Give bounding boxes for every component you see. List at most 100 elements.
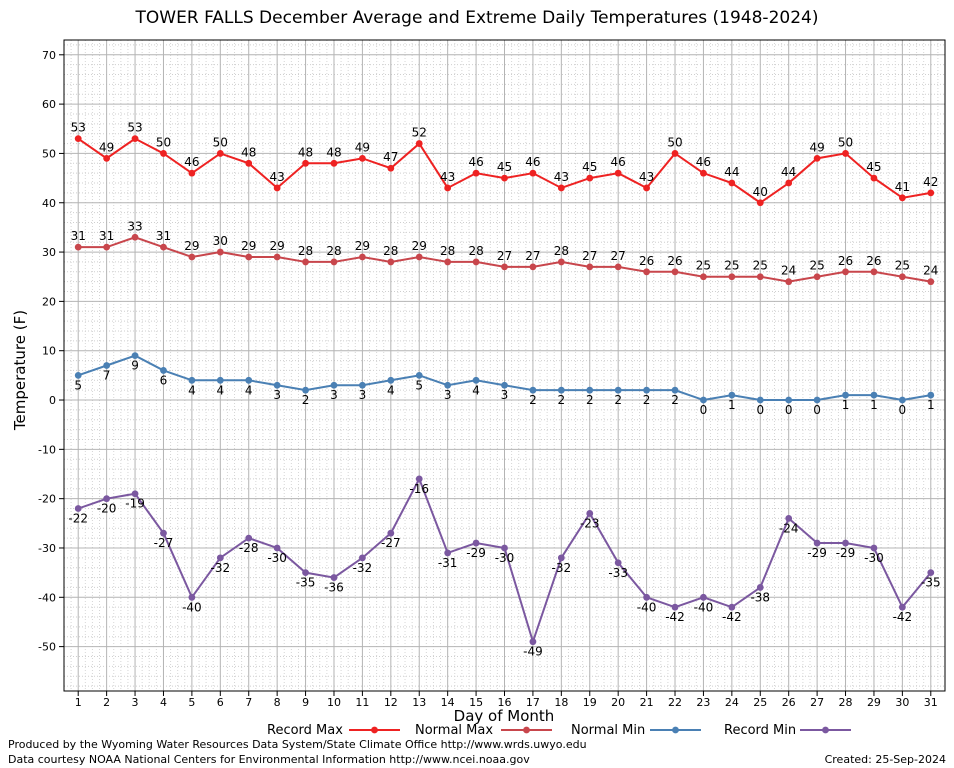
data-point	[359, 381, 366, 389]
footer-created-date: Created: 25-Sep-2024	[824, 753, 946, 766]
y-tick-label: 70	[42, 49, 56, 62]
data-point	[557, 258, 565, 266]
data-label: -35	[921, 576, 941, 590]
data-label: 49	[99, 140, 114, 154]
data-point	[898, 396, 906, 404]
data-label: 2	[558, 393, 566, 407]
data-point	[785, 396, 793, 404]
data-point	[245, 534, 253, 542]
data-label: 48	[326, 145, 341, 159]
data-point	[898, 603, 906, 611]
data-point	[472, 376, 480, 384]
data-label: 0	[700, 403, 708, 417]
data-label: 5	[74, 378, 82, 392]
data-label: 29	[184, 239, 199, 253]
y-tick-label: -50	[38, 641, 56, 654]
legend-marker	[822, 726, 829, 734]
data-point	[472, 258, 480, 266]
x-tick-label: 7	[245, 696, 252, 709]
data-point	[756, 273, 764, 281]
data-point	[842, 539, 849, 547]
y-tick-label: -10	[38, 443, 56, 456]
data-point	[700, 169, 707, 177]
legend-marker	[371, 726, 378, 734]
data-label: 50	[156, 135, 171, 149]
data-label: -40	[182, 600, 202, 614]
data-point	[728, 179, 736, 187]
data-point	[842, 150, 849, 157]
data-label: 1	[927, 398, 935, 412]
data-point	[216, 150, 224, 157]
data-label: -35	[296, 576, 316, 590]
data-point	[756, 396, 764, 404]
data-label: 2	[586, 393, 594, 407]
legend: Record Max Normal Max Normal Min Record Min	[267, 723, 851, 738]
data-label: 26	[866, 254, 881, 268]
data-label: 43	[639, 170, 654, 184]
data-label: 26	[639, 254, 654, 268]
data-point	[245, 159, 253, 167]
data-point	[614, 263, 622, 271]
data-point	[74, 505, 82, 512]
data-label: 26	[667, 254, 682, 268]
y-tick-label: -40	[38, 591, 56, 604]
data-label: 28	[298, 244, 313, 258]
data-point	[700, 273, 707, 281]
data-point	[103, 495, 111, 503]
data-point	[643, 593, 650, 601]
data-label: -22	[68, 512, 88, 526]
data-label: 31	[71, 229, 86, 243]
data-point	[273, 184, 281, 192]
data-label: -27	[154, 536, 174, 550]
data-label: -31	[438, 556, 458, 570]
data-label: 33	[127, 219, 142, 233]
data-point	[216, 376, 224, 384]
x-tick-label: 21	[640, 696, 654, 709]
data-point	[160, 529, 167, 537]
data-label: 6	[160, 373, 168, 387]
x-tick-label: 9	[302, 696, 309, 709]
data-label: -32	[353, 561, 373, 575]
data-label: 42	[923, 175, 938, 189]
data-label: 28	[468, 244, 483, 258]
data-point	[188, 593, 196, 601]
data-point	[529, 263, 537, 271]
x-tick-label: 27	[810, 696, 824, 709]
data-label: 47	[383, 150, 398, 164]
x-tick-label: 11	[355, 696, 369, 709]
data-label: 3	[444, 388, 452, 402]
data-point	[160, 243, 167, 251]
data-point	[870, 174, 878, 182]
data-point	[529, 638, 537, 646]
data-point	[216, 248, 224, 256]
x-tick-label: 23	[696, 696, 710, 709]
data-point	[671, 150, 679, 157]
data-label: 9	[131, 359, 139, 373]
data-label: -32	[552, 561, 572, 575]
data-point	[273, 253, 281, 261]
data-label: 4	[387, 383, 395, 397]
data-point	[188, 376, 196, 384]
data-label: 28	[326, 244, 341, 258]
data-label: -29	[836, 546, 856, 560]
data-point	[614, 386, 622, 394]
data-point	[586, 263, 594, 271]
data-label: -40	[637, 600, 657, 614]
data-point	[643, 386, 650, 394]
data-point	[501, 174, 508, 182]
data-point	[415, 253, 423, 261]
data-point	[785, 278, 793, 286]
data-label: 48	[298, 145, 313, 159]
data-label: 46	[525, 155, 540, 169]
data-label: -23	[580, 516, 600, 530]
data-label: 0	[785, 403, 793, 417]
data-point	[728, 391, 736, 399]
data-point	[586, 510, 594, 517]
x-tick-label: 1	[75, 696, 82, 709]
footer-data-courtesy: Data courtesy NOAA National Centers for …	[8, 753, 530, 766]
x-tick-label: 2	[103, 696, 110, 709]
y-tick-label: -30	[38, 542, 56, 555]
data-point	[557, 184, 565, 192]
data-point	[842, 268, 849, 276]
